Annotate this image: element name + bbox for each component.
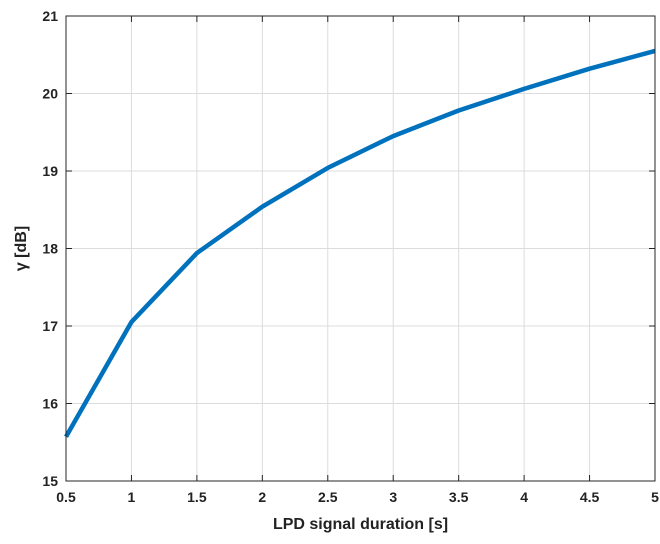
y-tick-label: 20 — [42, 86, 58, 102]
y-tick-label: 21 — [42, 8, 58, 24]
x-tick-label: 4.5 — [580, 489, 600, 505]
x-tick-label: 3 — [389, 489, 397, 505]
y-tick-label: 17 — [42, 318, 58, 334]
x-tick-label: 4 — [520, 489, 528, 505]
x-tick-label: 5 — [651, 489, 659, 505]
y-tick-label: 15 — [42, 473, 58, 489]
x-tick-label: 2.5 — [318, 489, 338, 505]
y-axis-label: γ [dB] — [13, 226, 30, 271]
x-tick-label: 2 — [258, 489, 266, 505]
y-tick-label: 18 — [42, 241, 58, 257]
x-axis-label: LPD signal duration [s] — [273, 516, 448, 533]
y-tick-label: 19 — [42, 163, 58, 179]
x-tick-label: 1 — [128, 489, 136, 505]
x-tick-label: 1.5 — [187, 489, 207, 505]
x-tick-label: 3.5 — [449, 489, 469, 505]
x-tick-label: 0.5 — [56, 489, 76, 505]
y-tick-label: 16 — [42, 396, 58, 412]
